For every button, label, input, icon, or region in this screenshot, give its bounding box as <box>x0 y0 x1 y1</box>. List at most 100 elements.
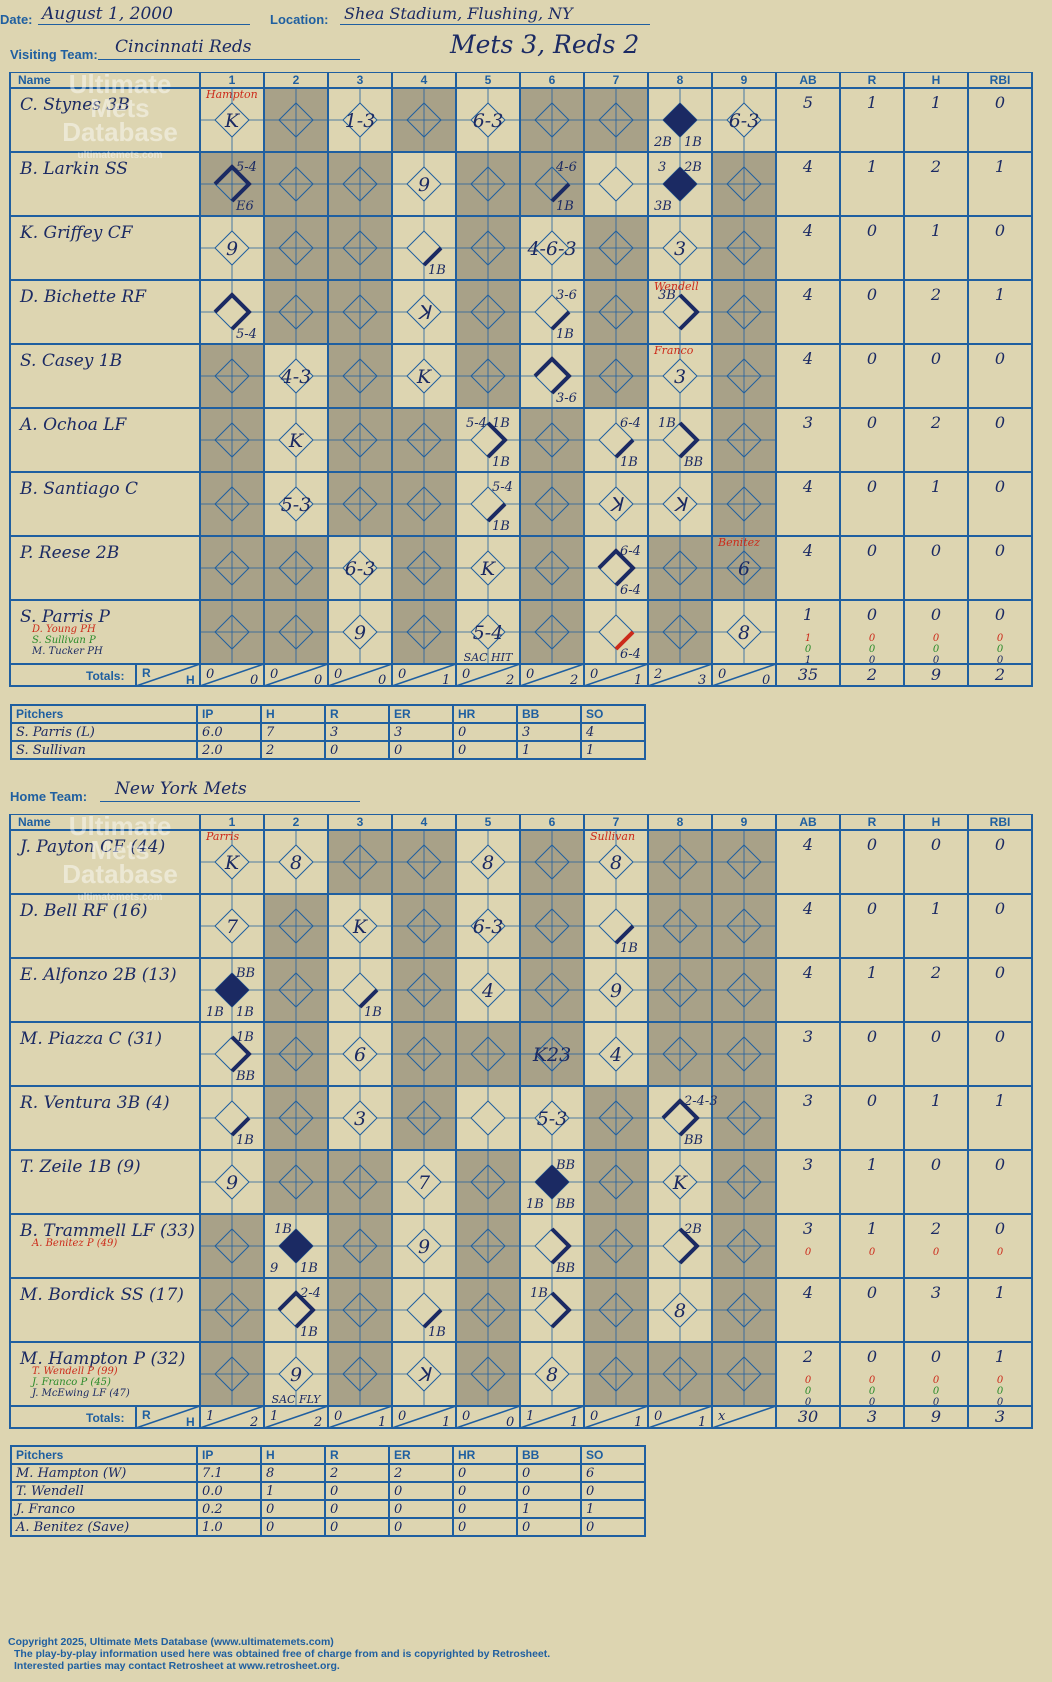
play-result: 9 <box>290 1364 302 1386</box>
inning-hits: 2 <box>505 673 514 688</box>
batter-stat: 0 <box>931 1155 941 1174</box>
inning-hits: 1 <box>698 1415 706 1430</box>
batter-name: J. Payton CF (44) <box>17 837 165 857</box>
play-result: 9 <box>610 980 622 1002</box>
inning-hits: 3 <box>698 673 706 688</box>
pitching-cell: 0 <box>388 1481 454 1501</box>
batter-stat: 4 <box>802 477 813 496</box>
batter-stat: 4 <box>802 285 813 304</box>
batter-stat: 0 <box>805 1386 812 1397</box>
play-note: 2-4-3 <box>683 1094 718 1109</box>
column-header-inning: 6 <box>549 815 556 829</box>
visitors-pitching-table: Pitchers IP H R ER HR BB SO S. Parris (L) 6.0 7 3 3 0… <box>10 704 646 760</box>
play-note: 1B <box>492 416 510 431</box>
substitute-name: J. Franco P (45) <box>30 1377 111 1388</box>
basepath-line <box>614 924 635 945</box>
batter-stat: 0 <box>933 1247 940 1258</box>
play-result: 8 <box>546 1364 558 1386</box>
batter-stat: 0 <box>931 835 941 854</box>
column-header-inning: 9 <box>741 815 748 829</box>
column-header-stat: R <box>868 815 877 829</box>
batter-stat: 0 <box>867 285 877 304</box>
batter-stat: 3 <box>803 1155 813 1174</box>
play-note: 3-6 <box>556 391 577 406</box>
basepath-line <box>550 1227 572 1265</box>
pitching-cell: 8 <box>260 1463 326 1483</box>
pitching-header: ER <box>388 704 454 724</box>
home-pitching-table: Pitchers IP H R ER HR BB SO M. Hampton (W) 7.1 8 2 2… <box>10 1445 646 1537</box>
pitching-cell: 0 <box>324 1481 390 1501</box>
play-note: 5-4 <box>466 416 487 431</box>
run-scored-diamond <box>215 973 249 1007</box>
batter-stat: 1 <box>803 605 813 624</box>
play-result: 6 <box>738 558 750 580</box>
pitching-header: BB <box>516 704 582 724</box>
basepath-line <box>678 421 700 459</box>
batter-stat: 3 <box>803 1027 813 1046</box>
batter-stat: 0 <box>805 1375 812 1386</box>
basepath-line <box>422 246 443 267</box>
play-note: 2-4 <box>299 1286 321 1301</box>
batter-stat: 0 <box>995 1219 1005 1238</box>
inning-runs: 0 <box>654 1409 662 1424</box>
basepath-line <box>614 438 635 459</box>
pitching-cell: S. Sullivan <box>10 740 198 760</box>
column-header-stat: AB <box>799 73 817 87</box>
play-note: BB <box>555 1197 575 1212</box>
batter-name: K. Griffey CF <box>19 223 134 243</box>
pitching-cell: 3 <box>388 722 454 742</box>
basepath-line <box>533 356 572 395</box>
column-header-inning: 8 <box>677 815 684 829</box>
play-result: 1-3 <box>345 110 376 132</box>
batter-stat: 2 <box>930 413 941 432</box>
pitching-cell: 0.2 <box>196 1499 262 1519</box>
copyright-footer: Copyright 2025, Ultimate Mets Database (… <box>8 1636 550 1672</box>
play-result: 3 <box>674 238 686 260</box>
batter-stat: 0 <box>867 477 877 496</box>
batter-stat: 0 <box>933 1386 940 1397</box>
batter-stat: 0 <box>867 605 877 624</box>
play-note: E6 <box>235 199 254 214</box>
play-result: 4 <box>609 1044 622 1066</box>
column-header-inning: 5 <box>485 815 492 829</box>
inning-runs: 0 <box>270 667 278 682</box>
batter-name: S. Casey 1B <box>20 351 122 371</box>
inning-hits: 0 <box>762 673 770 688</box>
batter-stat: 3 <box>803 1091 813 1110</box>
pitching-change-note: Wendell <box>654 280 699 293</box>
run-scored-diamond <box>663 103 697 137</box>
play-note: 1B <box>620 941 638 956</box>
play-result: 6-3 <box>729 110 760 132</box>
play-note: 1B <box>530 1286 548 1301</box>
batter-stat: 0 <box>933 633 940 644</box>
substitute-name: T. Wendell P (99) <box>32 1366 118 1377</box>
batter-name: E. Alfonzo 2B (13) <box>19 965 177 985</box>
play-note: BB <box>235 966 255 981</box>
column-header-stat: AB <box>799 815 817 829</box>
pitching-cell: 3 <box>324 722 390 742</box>
pitching-change-note: Hampton <box>205 88 258 101</box>
run-scored-diamond <box>663 167 697 201</box>
pitching-cell: 2 <box>324 1463 390 1483</box>
batter-stat: 1 <box>931 477 941 496</box>
inning-hits: 2 <box>313 1415 322 1430</box>
batter-name: D. Bell RF (16) <box>19 901 148 921</box>
pitching-cell: 0 <box>324 1517 390 1537</box>
play-note: 6-4 <box>620 583 641 598</box>
pitching-header: SO <box>580 704 646 724</box>
batter-stat: 2 <box>930 285 941 304</box>
play-note: SAC HIT <box>464 651 514 664</box>
batter-name: S. Parris P <box>20 607 110 627</box>
inning-runs: 0 <box>206 667 214 682</box>
substitute-name: M. Tucker PH <box>31 646 103 657</box>
inning-hits: 1 <box>378 1415 386 1430</box>
column-header-name: Name <box>18 815 51 829</box>
batter-name: T. Zeile 1B (9) <box>20 1157 141 1177</box>
play-result: 7 <box>418 1172 431 1194</box>
play-result: 8 <box>610 852 622 874</box>
column-header-inning: 1 <box>229 815 236 829</box>
play-result: 5-4 <box>473 622 504 644</box>
pitching-cell: 0 <box>388 1499 454 1519</box>
pitching-cell: 2 <box>388 1463 454 1483</box>
batter-stat: 0 <box>867 541 877 560</box>
